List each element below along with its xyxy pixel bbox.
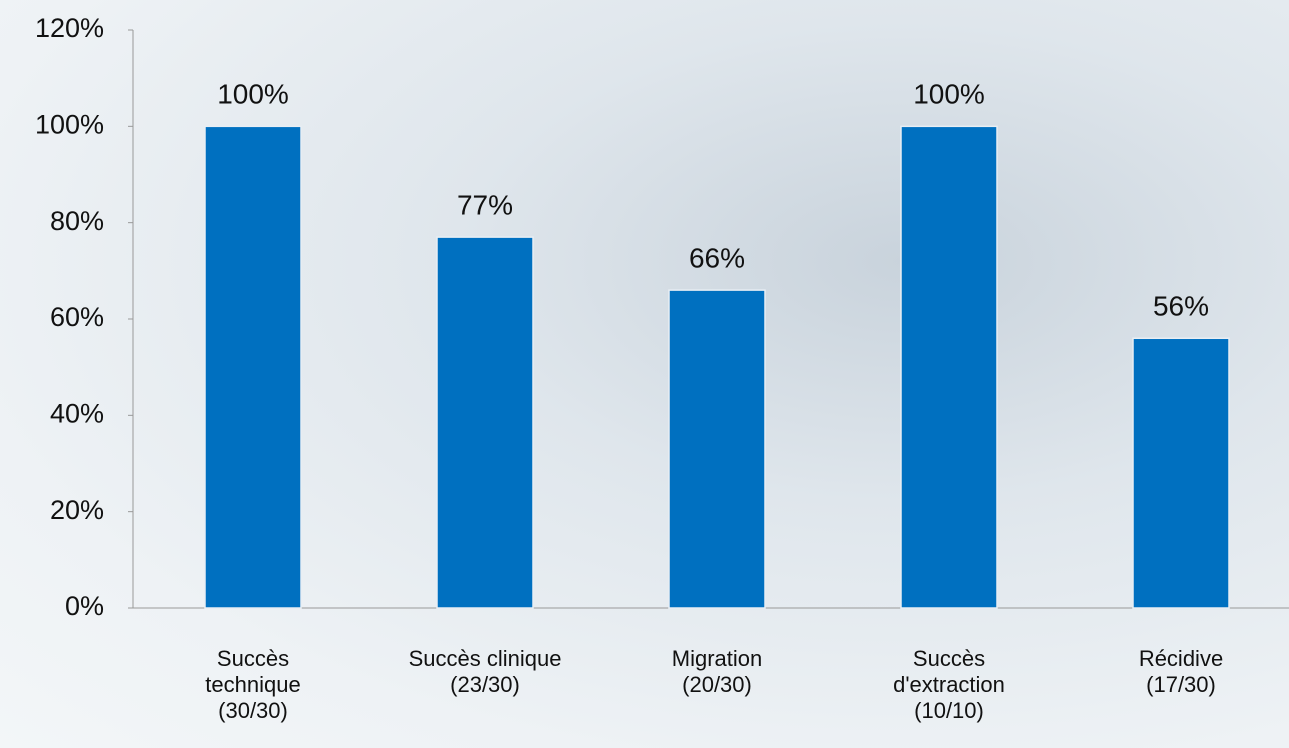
- y-tick-label: 100%: [35, 109, 104, 139]
- y-tick-label: 80%: [50, 206, 104, 236]
- y-tick-label: 20%: [50, 495, 104, 525]
- bar: [436, 236, 534, 609]
- data-label: 56%: [1153, 291, 1209, 322]
- y-tick-label: 120%: [35, 13, 104, 43]
- x-tick-label: Migration (20/30): [671, 646, 763, 697]
- y-tick-label: 0%: [65, 591, 104, 621]
- data-label: 77%: [457, 190, 513, 221]
- y-tick-label: 60%: [50, 302, 104, 332]
- x-tick-label: Succès technique (30/30): [205, 646, 301, 723]
- x-tick-label: Succès d'extraction (10/10): [893, 646, 1005, 723]
- bar: [1132, 337, 1230, 609]
- x-tick-label: Succès clinique (23/30): [408, 646, 562, 697]
- bar: [204, 125, 302, 609]
- bar: [900, 125, 998, 609]
- data-label: 100%: [913, 79, 985, 110]
- data-label: 100%: [217, 79, 289, 110]
- data-label: 66%: [689, 242, 745, 273]
- bar: [668, 289, 766, 609]
- x-tick-label: Récidive (17/30): [1138, 646, 1224, 697]
- y-tick-label: 40%: [50, 398, 104, 428]
